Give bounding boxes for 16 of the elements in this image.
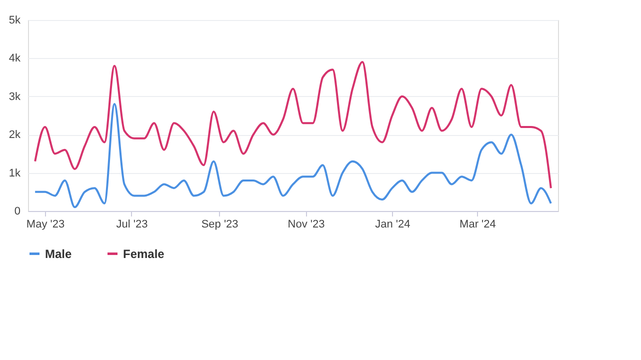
line-series: [34, 61, 552, 190]
y-tick-label: 4k: [8, 52, 21, 65]
x-tick-label: Jan '24: [375, 218, 410, 230]
y-tick-label: 2k: [8, 129, 21, 142]
y-tick-label: 1k: [8, 167, 21, 180]
legend-label: Female: [123, 246, 165, 261]
x-tick-label: Nov '23: [288, 218, 325, 230]
x-tick-label: Sep '23: [201, 218, 238, 230]
legend-label: Male: [45, 246, 72, 261]
y-tick-label: 5k: [8, 14, 21, 26]
x-tick-label: Mar '24: [460, 218, 496, 230]
y-tick-label: 0: [14, 206, 20, 218]
y-tick-label: 3k: [8, 90, 21, 103]
line-series: [34, 103, 552, 208]
x-tick-label: May '23: [26, 218, 65, 230]
x-tick-label: Jul '23: [116, 218, 148, 230]
